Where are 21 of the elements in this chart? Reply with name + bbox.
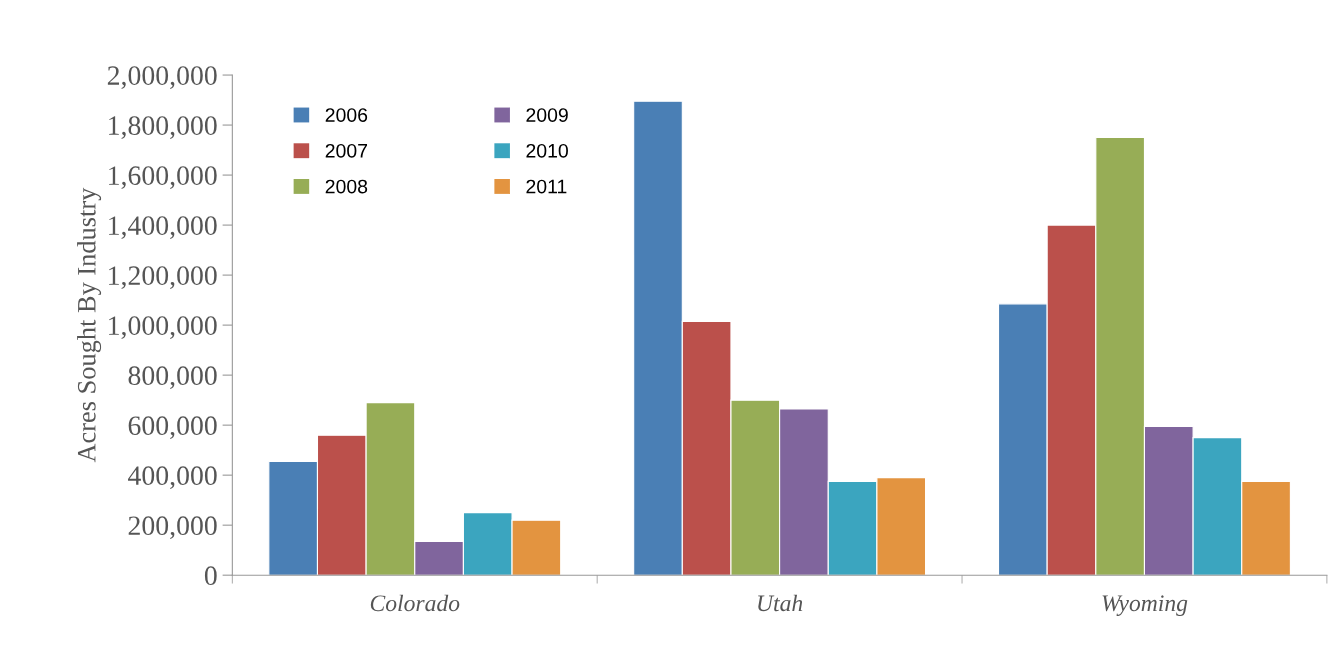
y-axis-title: Acres Sought By Industry <box>77 187 102 463</box>
y-tick-label: 2,000,000 <box>107 66 217 89</box>
y-tick-label: 1,400,000 <box>109 216 217 239</box>
legend-label: 2007 <box>325 143 368 158</box>
y-tick-label: 600,000 <box>128 416 217 440</box>
legend-label: 2011 <box>526 179 567 194</box>
legend-label: 2006 <box>325 108 368 122</box>
x-tick-label: Utah <box>758 594 803 612</box>
y-tick-label: 1,800,000 <box>109 116 217 139</box>
y-tick-label: 1,600,000 <box>109 166 217 189</box>
y-tick-label: 1,200,000 <box>109 266 217 290</box>
y-tick-label: 800,000 <box>128 366 217 390</box>
y-tick-label: 200,000 <box>128 516 217 540</box>
legend-label: 2008 <box>325 179 368 194</box>
x-tick-label: Wyoming <box>1102 595 1188 617</box>
y-tick-label: 1,000,000 <box>109 316 217 340</box>
y-tick-label: 400,000 <box>128 466 217 490</box>
legend-label: 2010 <box>526 143 568 158</box>
y-tick-label: 0 <box>204 566 217 586</box>
legend-label: 2009 <box>526 108 568 122</box>
x-tick-label: Colorado <box>370 594 460 612</box>
